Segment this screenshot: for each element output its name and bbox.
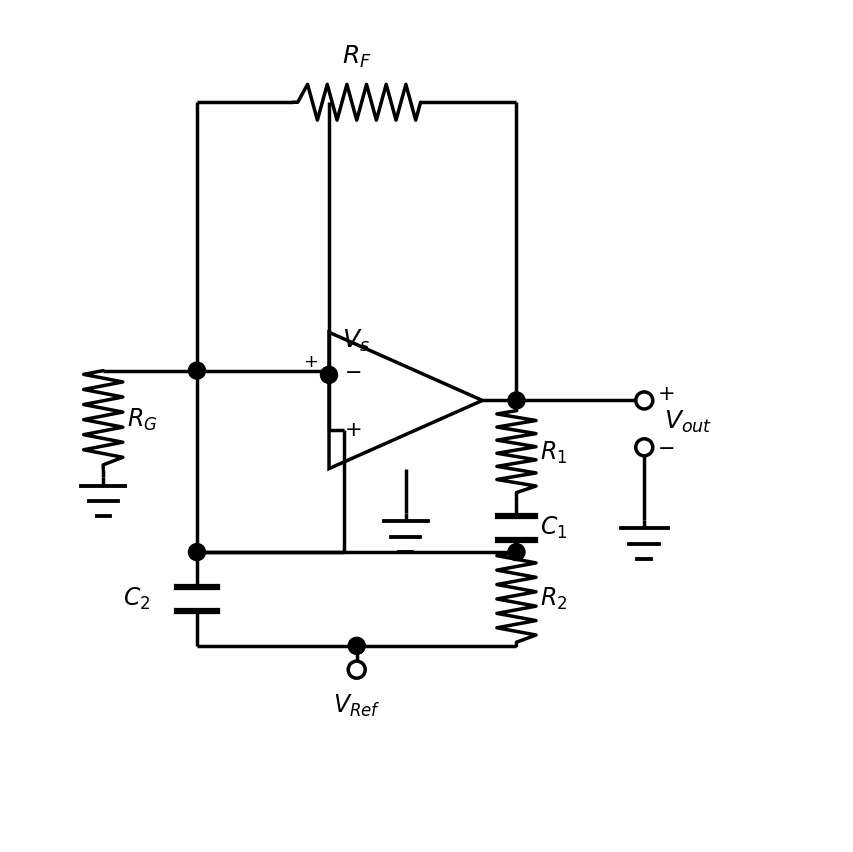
Text: $C_1$: $C_1$ [540,515,567,541]
Circle shape [635,392,652,409]
Text: $V_s$: $V_s$ [341,327,369,354]
Text: $V_{out}$: $V_{out}$ [663,409,711,435]
Circle shape [508,392,525,409]
Text: $R_F$: $R_F$ [341,43,371,70]
Circle shape [189,362,206,379]
Circle shape [508,544,525,561]
Text: $+$: $+$ [302,353,317,371]
Text: $R_G$: $R_G$ [127,406,157,433]
Text: $R_1$: $R_1$ [540,440,567,466]
Text: $-$: $-$ [344,360,361,381]
Text: $V_{Ref}$: $V_{Ref}$ [333,693,380,719]
Circle shape [348,661,365,678]
Text: $C_2$: $C_2$ [123,586,150,612]
Circle shape [189,544,206,561]
Text: $R_2$: $R_2$ [540,586,567,612]
Circle shape [348,637,365,654]
Circle shape [635,439,652,456]
Circle shape [320,366,337,383]
Text: $+$: $+$ [656,383,674,404]
Text: $+$: $+$ [344,420,361,440]
Text: $-$: $-$ [656,437,674,458]
